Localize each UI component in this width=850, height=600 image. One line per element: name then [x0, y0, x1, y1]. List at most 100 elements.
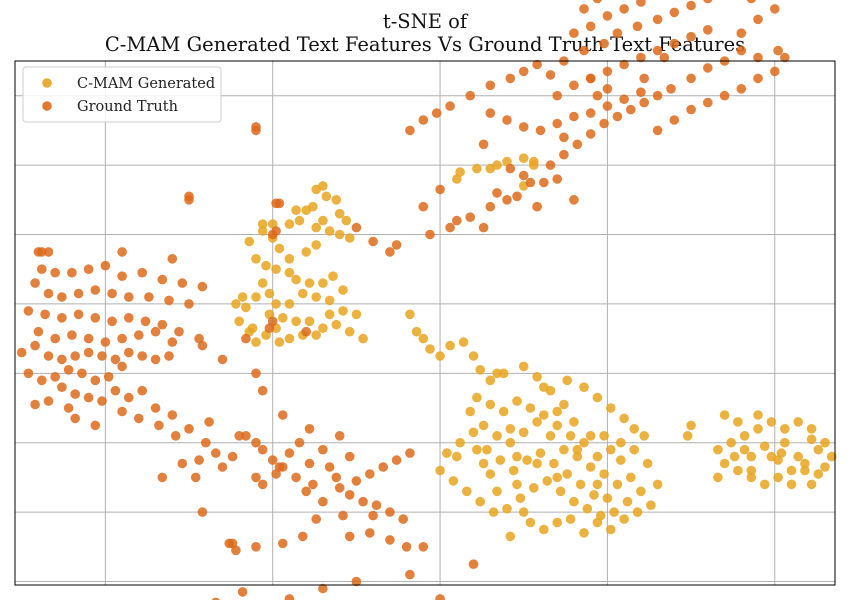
cmam-generated-point	[565, 431, 576, 441]
cmam-generated-point	[492, 486, 502, 497]
ground-truth-point	[70, 389, 80, 399]
cmam-generated-point	[465, 406, 476, 417]
ground-truth-point	[83, 333, 94, 344]
cmam-generated-point	[719, 458, 730, 469]
ground-truth-point	[418, 115, 429, 125]
cmam-generated-point	[820, 462, 830, 472]
cmam-generated-point	[264, 288, 275, 299]
ground-truth-point	[43, 288, 54, 299]
ground-truth-point	[559, 132, 569, 143]
cmam-generated-point	[773, 472, 783, 483]
cmam-generated-point	[619, 514, 629, 524]
ground-truth-point	[184, 299, 194, 309]
ground-truth-point	[502, 195, 512, 205]
cmam-generated-point	[468, 351, 479, 361]
cmam-generated-point	[753, 424, 763, 434]
ground-truth-point	[636, 87, 646, 97]
cmam-generated-point	[532, 417, 542, 427]
cmam-generated-point	[261, 260, 271, 271]
ground-truth-point	[391, 455, 402, 465]
ground-truth-point	[50, 267, 60, 278]
ground-truth-point	[134, 413, 144, 424]
cmam-generated-point	[304, 316, 315, 327]
legend-box	[22, 66, 222, 123]
cmam-generated-point	[518, 361, 529, 372]
ground-truth-point	[77, 368, 87, 379]
cmam-generated-point	[284, 267, 295, 278]
cmam-generated-point	[606, 444, 616, 455]
cmam-generated-point	[257, 226, 268, 236]
ground-truth-point	[478, 139, 489, 150]
ground-truth-point	[592, 90, 603, 101]
ground-truth-point	[599, 118, 609, 129]
ground-truth-point	[579, 4, 589, 14]
cmam-generated-point	[405, 309, 415, 320]
cmam-generated-point	[311, 292, 322, 302]
scatter-points	[16, 0, 837, 600]
ground-truth-point	[592, 0, 602, 4]
cmam-generated-point	[251, 337, 261, 347]
cmam-generated-point	[251, 253, 261, 264]
cmam-generated-point	[311, 330, 322, 340]
ground-truth-point	[251, 542, 261, 552]
cmam-generated-point	[445, 340, 455, 351]
legend: C-MAM Generated Ground Truth	[22, 66, 222, 123]
ground-truth-point	[552, 118, 562, 129]
ground-truth-point	[63, 403, 74, 413]
ground-truth-point	[124, 313, 134, 323]
ground-truth-point	[57, 313, 67, 323]
ground-truth-point	[97, 351, 107, 361]
cmam-generated-point	[739, 444, 750, 455]
cmam-generated-point	[271, 264, 281, 275]
cmam-generated-point	[733, 465, 743, 476]
cmam-generated-point	[244, 236, 255, 247]
ground-truth-point	[391, 240, 402, 250]
cmam-generated-point	[639, 431, 649, 441]
ground-truth-point	[167, 337, 178, 347]
ground-truth-point	[703, 0, 713, 4]
ground-truth-point	[659, 52, 670, 63]
cmam-generated-point	[448, 476, 459, 486]
cmam-generated-point	[585, 431, 596, 441]
ground-truth-point	[344, 451, 355, 462]
cmam-generated-point	[237, 292, 248, 302]
cmam-generated-point	[806, 479, 817, 490]
ground-truth-point	[278, 462, 288, 472]
cmam-generated-point	[324, 295, 335, 306]
cmam-generated-point	[592, 392, 603, 403]
cmam-generated-point	[515, 493, 526, 504]
cmam-generated-point	[539, 524, 549, 535]
ground-truth-point	[57, 292, 67, 302]
ground-truth-point	[134, 330, 144, 340]
cmam-generated-point	[766, 417, 777, 427]
ground-truth-point	[157, 472, 168, 483]
ground-truth-point	[492, 188, 502, 198]
ground-truth-point	[140, 316, 151, 327]
ground-truth-point	[117, 406, 127, 417]
cmam-generated-point	[518, 153, 529, 163]
cmam-generated-point	[780, 424, 790, 434]
ground-truth-point	[197, 340, 208, 351]
cmam-generated-point	[826, 451, 837, 462]
cmam-generated-point	[565, 514, 576, 524]
ground-truth-point	[107, 316, 117, 327]
ground-truth-point	[50, 333, 60, 344]
cmam-generated-point	[579, 382, 589, 393]
cmam-generated-point	[579, 528, 589, 538]
ground-truth-point	[154, 420, 164, 431]
ground-truth-point	[585, 108, 596, 118]
ground-truth-point	[324, 462, 335, 472]
ground-truth-point	[405, 569, 415, 580]
cmam-generated-point	[713, 472, 723, 483]
cmam-generated-point	[472, 392, 482, 403]
ground-truth-point	[338, 510, 348, 521]
cmam-generated-point	[746, 451, 757, 462]
cmam-generated-point	[311, 240, 322, 250]
cmam-generated-point	[462, 486, 472, 497]
cmam-generated-point	[284, 333, 295, 344]
ground-truth-point	[241, 431, 251, 441]
ground-truth-point	[435, 594, 445, 600]
ground-truth-point	[585, 21, 596, 32]
cmam-generated-point	[234, 316, 244, 327]
ground-truth-point	[632, 21, 643, 32]
